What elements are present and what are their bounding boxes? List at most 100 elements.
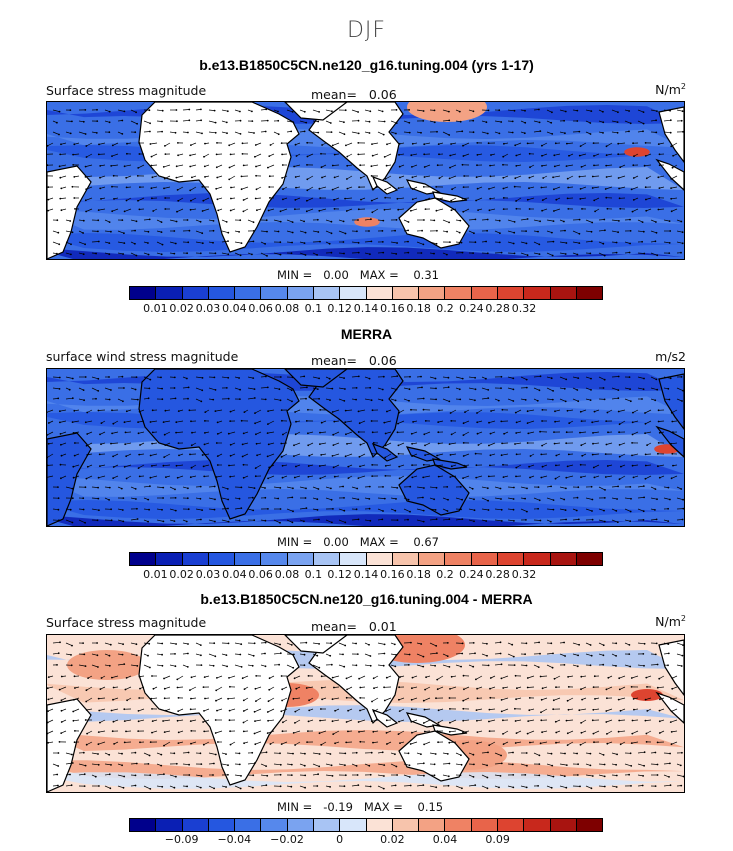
wind-vector-head: [57, 231, 60, 234]
wind-vector-head: [462, 674, 465, 677]
wind-vector-head: [512, 655, 515, 658]
wind-vector-head: [161, 653, 163, 656]
wind-vector-head: [525, 642, 528, 645]
wind-vector: [176, 208, 184, 213]
wind-vector-head: [383, 686, 385, 689]
wind-vector: [221, 497, 229, 500]
wind-vector: [163, 164, 171, 168]
wind-vector-head: [593, 199, 596, 202]
wind-vector-head: [422, 186, 425, 188]
wind-vector-head: [239, 787, 242, 790]
wind-vector-head: [164, 197, 167, 199]
wind-vector-head: [176, 189, 179, 191]
wind-vector: [280, 208, 288, 212]
wind-vector: [111, 164, 119, 167]
wind-vector-head: [317, 131, 320, 134]
wind-vector-head: [537, 507, 539, 510]
wind-vector-head: [472, 119, 475, 122]
wind-vector-head: [122, 786, 125, 789]
wind-vector-head: [122, 400, 124, 403]
wind-vector-head: [669, 377, 672, 380]
wind-vector: [377, 785, 384, 789]
wind-vector-head: [291, 111, 294, 113]
wind-vector: [449, 175, 457, 179]
wind-vector: [117, 774, 125, 777]
colorbar-tick-label: 0.1: [304, 302, 323, 315]
wind-vector-head: [541, 154, 543, 157]
wind-vector-head: [500, 520, 503, 522]
wind-vector-head: [108, 121, 111, 124]
wind-vector: [585, 497, 593, 500]
wind-vector-head: [85, 188, 88, 191]
wind-vector: [85, 197, 93, 201]
colorbar-tick-label: 0.16: [380, 568, 405, 581]
wind-vector-head: [526, 410, 529, 413]
wind-vector: [182, 763, 190, 766]
wind-vector-head: [346, 688, 348, 691]
wind-vector: [299, 387, 307, 389]
wind-vector: [138, 164, 145, 169]
wind-vector-head: [47, 186, 50, 188]
wind-vector: [203, 153, 210, 158]
wind-vector-head: [642, 775, 644, 777]
wind-vector-head: [264, 130, 267, 133]
wind-vector: [143, 752, 150, 756]
wind-vector-head: [342, 241, 345, 243]
wind-vector-head: [200, 119, 203, 122]
wind-vector-head: [644, 698, 647, 701]
wind-vector-head: [472, 252, 474, 255]
wind-vector-head: [329, 122, 332, 124]
wind-vector-head: [58, 688, 61, 691]
wind-vector-head: [632, 199, 635, 201]
wind-vector-head: [383, 764, 386, 766]
wind-vector-head: [123, 242, 126, 245]
wind-vector-head: [567, 708, 570, 711]
wind-vector-head: [603, 763, 606, 766]
wind-vector-head: [138, 453, 141, 456]
wind-vector-head: [450, 209, 453, 212]
wind-vector-head: [281, 688, 284, 691]
wind-vector-head: [396, 487, 399, 489]
wind-vector-head: [282, 188, 284, 190]
wind-vector-head: [177, 154, 180, 157]
wind-vector-head: [370, 175, 373, 177]
wind-vector: [585, 653, 592, 657]
wind-vector: [658, 420, 665, 422]
wind-vector-head: [318, 643, 320, 645]
wind-vector: [455, 653, 463, 655]
wind-vector-head: [632, 476, 635, 479]
wind-vector-head: [229, 743, 232, 746]
wind-vector: [507, 497, 514, 500]
wind-vector-head: [616, 521, 619, 524]
wind-vector: [52, 508, 59, 511]
wind-vector: [78, 131, 86, 135]
wind-vector-head: [331, 164, 334, 167]
wind-vector-head: [615, 763, 617, 766]
wind-vector: [559, 486, 566, 489]
wind-vector: [85, 208, 93, 212]
wind-vector-head: [47, 721, 49, 724]
wind-vector: [463, 453, 470, 457]
colorbar-swatch: [235, 287, 262, 299]
wind-vector-head: [472, 110, 475, 113]
wind-vector-head: [112, 698, 114, 701]
wind-vector-head: [474, 388, 477, 391]
wind-vector: [442, 120, 450, 122]
wind-vector-head: [304, 497, 307, 499]
wind-vector-head: [669, 230, 672, 232]
wind-vector-head: [187, 386, 190, 389]
wind-vector-head: [393, 643, 396, 646]
wind-vector-head: [82, 642, 84, 644]
wind-vector-head: [538, 754, 541, 757]
wind-vector-head: [135, 762, 138, 765]
wind-vector-head: [422, 496, 424, 499]
wind-vector-head: [409, 375, 411, 378]
wind-vector: [624, 664, 631, 667]
wind-vector-head: [214, 389, 217, 391]
wind-vector: [592, 431, 600, 434]
wind-vector-head: [162, 166, 165, 168]
colorbar-swatch: [419, 553, 446, 565]
wind-vector-head: [617, 730, 620, 733]
wind-vector-head: [581, 208, 583, 210]
wind-vector: [138, 464, 145, 469]
